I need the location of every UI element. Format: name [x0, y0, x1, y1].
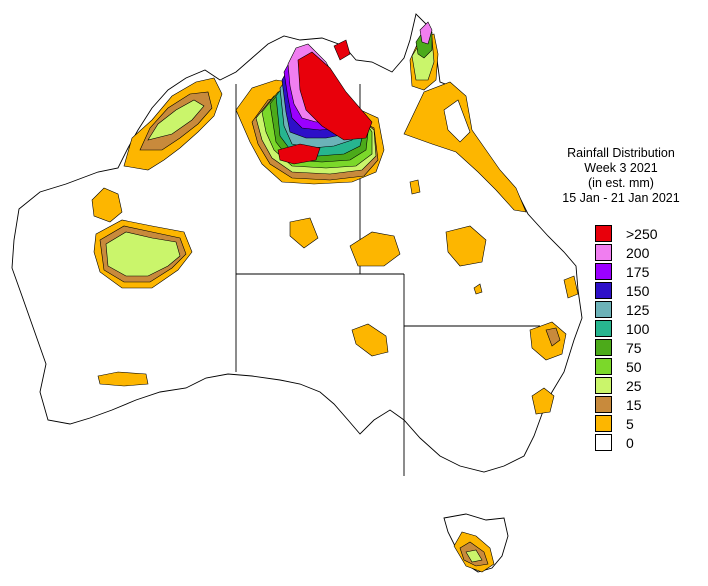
legend-swatch: [595, 320, 612, 337]
legend-label: 150: [626, 283, 650, 299]
title-line-2: Week 3 2021: [584, 161, 658, 175]
rainfall-zones: [91, 21, 579, 573]
zone-qld-c: [445, 225, 487, 267]
zone-qld-d: [409, 179, 421, 195]
zone-qld-f: [563, 275, 579, 299]
legend-label: 25: [626, 378, 642, 394]
zone-wa-south: [97, 371, 149, 387]
legend-swatch: [595, 301, 612, 318]
legend-row: 150: [595, 282, 705, 300]
legend-row: 50: [595, 358, 705, 376]
zone-nsw-a15: [545, 327, 561, 347]
legend-swatch: [595, 339, 612, 356]
legend-swatch: [595, 263, 612, 280]
zone-qld-coast: [403, 81, 527, 213]
legend-label: 15: [626, 397, 642, 413]
title-line-4: 15 Jan - 21 Jan 2021: [562, 191, 680, 205]
zone-nt-250b: [277, 143, 321, 165]
legend-swatch: [595, 282, 612, 299]
legend-row: 200: [595, 244, 705, 262]
legend-row: 100: [595, 320, 705, 338]
legend-swatch: [595, 434, 612, 451]
zone-tas-25: [465, 549, 483, 563]
legend-swatch: [595, 358, 612, 375]
legend-row: 125: [595, 301, 705, 319]
legend-swatch: [595, 225, 612, 242]
legend-swatch: [595, 415, 612, 432]
zone-wa-5a: [91, 187, 123, 223]
zone-qld-e: [473, 283, 483, 295]
legend-swatch: [595, 244, 612, 261]
legend-label: 175: [626, 264, 650, 280]
zone-cape-200: [419, 21, 433, 45]
legend-row: 25: [595, 377, 705, 395]
map-title: Rainfall Distribution Week 3 2021 (in es…: [548, 146, 694, 206]
title-line-1: Rainfall Distribution: [567, 146, 675, 160]
legend-label: 125: [626, 302, 650, 318]
legend-row: 175: [595, 263, 705, 281]
zone-qld-b: [349, 231, 401, 267]
legend-row: 15: [595, 396, 705, 414]
legend-swatch: [595, 377, 612, 394]
zone-nsw-b: [531, 387, 555, 415]
zone-qld-a: [289, 217, 319, 249]
legend-label: >250: [626, 226, 658, 242]
legend-row: >250: [595, 225, 705, 243]
zone-nt-250: [297, 51, 373, 141]
zone-nt-250c: [333, 39, 351, 61]
legend-swatch: [595, 396, 612, 413]
legend-label: 75: [626, 340, 642, 356]
legend-label: 50: [626, 359, 642, 375]
legend-row: 75: [595, 339, 705, 357]
legend-label: 5: [626, 416, 634, 432]
legend-row: 0: [595, 434, 705, 452]
legend-label: 0: [626, 435, 634, 451]
zone-qld-inner: [443, 99, 471, 143]
legend-label: 200: [626, 245, 650, 261]
zone-wa-25: [105, 231, 181, 277]
zone-kimberley-25: [147, 99, 205, 141]
legend-row: 5: [595, 415, 705, 433]
title-line-3: (in est. mm): [588, 176, 654, 190]
zone-sa: [351, 323, 389, 357]
legend-label: 100: [626, 321, 650, 337]
